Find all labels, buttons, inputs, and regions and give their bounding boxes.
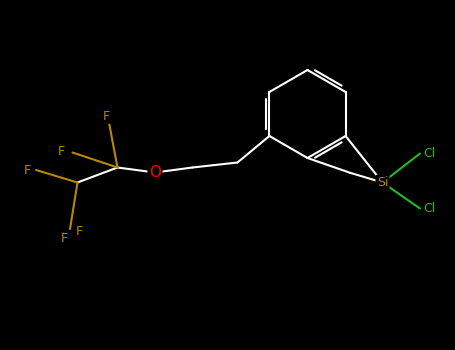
Text: Si: Si — [377, 176, 388, 189]
Text: F: F — [58, 145, 65, 158]
Text: F: F — [61, 231, 67, 245]
Text: O: O — [149, 165, 161, 180]
Text: F: F — [103, 110, 110, 122]
Text: F: F — [24, 163, 30, 176]
Text: Cl: Cl — [423, 147, 435, 160]
Text: Cl: Cl — [423, 202, 435, 215]
Text: F: F — [76, 225, 82, 238]
